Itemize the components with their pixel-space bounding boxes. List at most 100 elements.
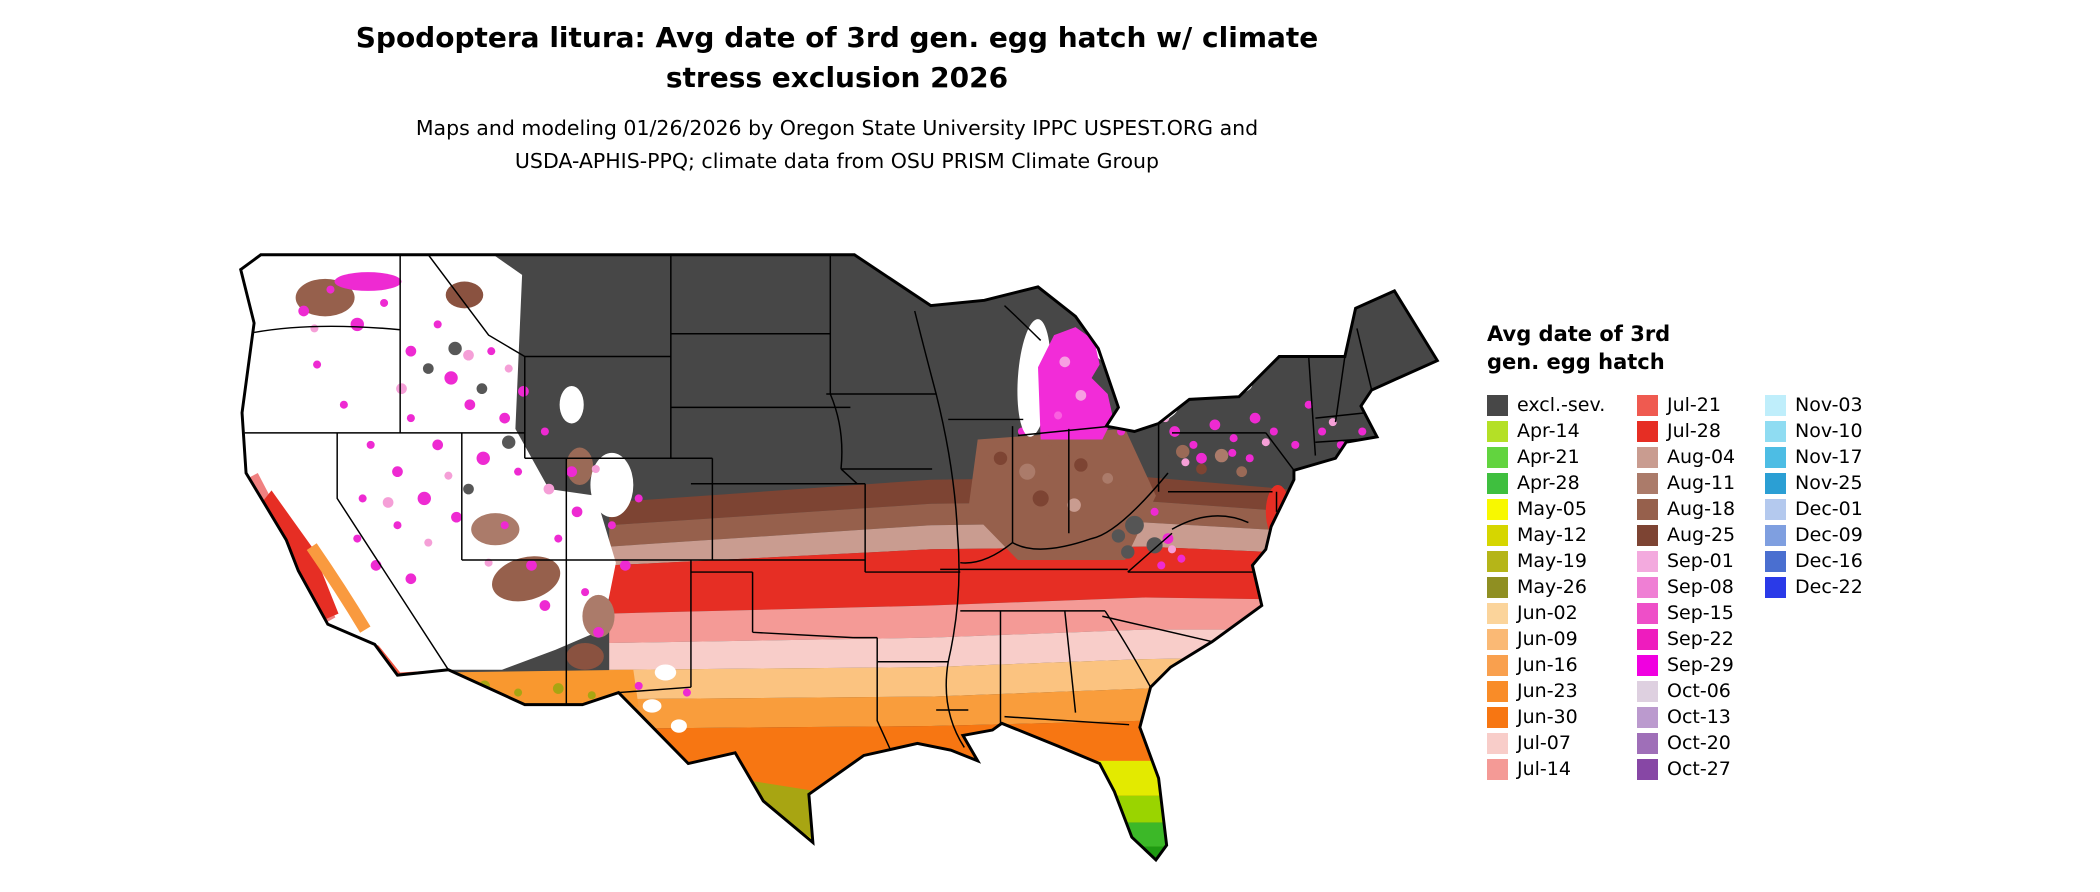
legend-item: Dec-16	[1765, 548, 1863, 574]
legend-label: Jul-28	[1667, 420, 1721, 442]
legend-label: Aug-25	[1667, 524, 1736, 546]
rockies-white-pockets	[559, 385, 687, 733]
legend-swatch	[1765, 550, 1786, 572]
legend-item: Jun-09	[1487, 626, 1605, 652]
legend-swatch	[1637, 576, 1658, 598]
legend-item: Oct-06	[1637, 678, 1735, 704]
legend-label: Oct-06	[1667, 680, 1731, 702]
florida-bands	[1062, 760, 1190, 860]
legend-swatch	[1487, 680, 1508, 702]
title-line-2: stress exclusion 2026	[665, 61, 1009, 94]
legend-column-3: Nov-03 Nov-10 Nov-17 Nov-25 Dec-01 Dec-09 Dec-…	[1765, 392, 1863, 600]
legend-swatch	[1765, 576, 1786, 598]
legend-label: Sep-08	[1667, 576, 1734, 598]
legend-item: Aug-18	[1637, 496, 1735, 522]
legend-item: Dec-22	[1765, 574, 1863, 600]
legend-item: Jun-23	[1487, 678, 1605, 704]
legend-swatch	[1637, 706, 1658, 728]
legend-swatch	[1487, 706, 1508, 728]
legend-label: Nov-03	[1795, 394, 1863, 416]
legend-label: Dec-22	[1795, 576, 1863, 598]
legend-swatch	[1637, 758, 1658, 780]
legend-swatch	[1487, 420, 1508, 442]
west-pink-speckle	[310, 324, 600, 567]
legend-swatch	[1637, 602, 1658, 624]
legend-item: May-05	[1487, 496, 1605, 522]
legend-swatch	[1637, 524, 1658, 546]
michigan-mottle	[1054, 356, 1087, 420]
legend-item: Nov-17	[1765, 444, 1863, 470]
legend-swatch	[1765, 394, 1786, 416]
ohio-valley-brown	[968, 428, 1156, 561]
legend-label: Jun-16	[1517, 654, 1578, 676]
legend-swatch	[1487, 498, 1508, 520]
legend-label: Apr-14	[1517, 420, 1580, 442]
title-line-1: Spodoptera litura: Avg date of 3rd gen. …	[355, 21, 1319, 54]
legend-swatch	[1637, 680, 1658, 702]
hatch-date-bands	[609, 477, 1333, 860]
legend-label: Nov-17	[1795, 446, 1863, 468]
legend-swatch	[1637, 472, 1658, 494]
legend-item: Oct-13	[1637, 704, 1735, 730]
legend-item: Jun-02	[1487, 600, 1605, 626]
legend-item: Sep-15	[1637, 600, 1735, 626]
legend-swatch	[1487, 524, 1508, 546]
legend-label: Sep-22	[1667, 628, 1734, 650]
legend-label: Jul-14	[1517, 758, 1571, 780]
legend-swatch	[1637, 732, 1658, 754]
legend-label: Jun-23	[1517, 680, 1578, 702]
legend-swatch	[1637, 654, 1658, 676]
legend-item: Nov-10	[1765, 418, 1863, 444]
legend-label: Dec-01	[1795, 498, 1863, 520]
legend-item: Nov-03	[1765, 392, 1863, 418]
legend-item: Jul-21	[1637, 392, 1735, 418]
legend-item: Sep-22	[1637, 626, 1735, 652]
ohio-valley-mottle	[993, 444, 1131, 512]
legend-label: Aug-18	[1667, 498, 1736, 520]
legend-label: May-26	[1517, 576, 1587, 598]
appalachia-gray	[1111, 515, 1163, 559]
legend: Avg date of 3rd gen. egg hatch excl.-sev…	[1487, 320, 2047, 792]
legend-swatch	[1765, 420, 1786, 442]
legend-swatch	[1487, 732, 1508, 754]
legend-label: May-05	[1517, 498, 1587, 520]
legend-item: Apr-14	[1487, 418, 1605, 444]
legend-label: Jun-30	[1517, 706, 1578, 728]
west-gray-speckle	[422, 341, 516, 495]
subtitle-line-1: Maps and modeling 01/26/2026 by Oregon S…	[415, 116, 1259, 140]
legend-swatch	[1487, 654, 1508, 676]
legend-label: Oct-20	[1667, 732, 1731, 754]
legend-label: Aug-11	[1667, 472, 1736, 494]
legend-item: Jul-14	[1487, 756, 1605, 782]
legend-item: Oct-27	[1637, 756, 1735, 782]
legend-swatch	[1487, 446, 1508, 468]
legend-item: Jun-16	[1487, 652, 1605, 678]
legend-swatch	[1487, 576, 1508, 598]
legend-label: May-12	[1517, 524, 1587, 546]
legend-swatch	[1637, 498, 1658, 520]
legend-item: Aug-11	[1637, 470, 1735, 496]
legend-column-2: Jul-21 Jul-28 Aug-04 Aug-11 Aug-18 Aug-25 Sep-…	[1637, 392, 1735, 782]
legend-item: Jun-30	[1487, 704, 1605, 730]
legend-item: Jul-07	[1487, 730, 1605, 756]
legend-label: Dec-16	[1795, 550, 1863, 572]
legend-swatch	[1637, 420, 1658, 442]
legend-label: Jun-09	[1517, 628, 1578, 650]
legend-item: Apr-21	[1487, 444, 1605, 470]
northeast-pink-speckle	[1161, 414, 1337, 554]
subtitle: Maps and modeling 01/26/2026 by Oregon S…	[0, 112, 1674, 178]
legend-title: Avg date of 3rd gen. egg hatch	[1487, 320, 2047, 376]
legend-swatch	[1487, 758, 1508, 780]
legend-item: Dec-09	[1765, 522, 1863, 548]
legend-swatch	[1765, 472, 1786, 494]
legend-item: Jul-28	[1637, 418, 1735, 444]
legend-title-line-2: gen. egg hatch	[1487, 350, 1665, 374]
mountain-brown-patches	[295, 278, 615, 670]
us-outline	[239, 253, 1440, 863]
pennsylvania-brown-mottle	[1176, 444, 1248, 478]
legend-label: Oct-27	[1667, 758, 1731, 780]
legend-swatch	[1765, 524, 1786, 546]
legend-swatch	[1637, 628, 1658, 650]
legend-label: Nov-10	[1795, 420, 1863, 442]
legend-item: Apr-28	[1487, 470, 1605, 496]
